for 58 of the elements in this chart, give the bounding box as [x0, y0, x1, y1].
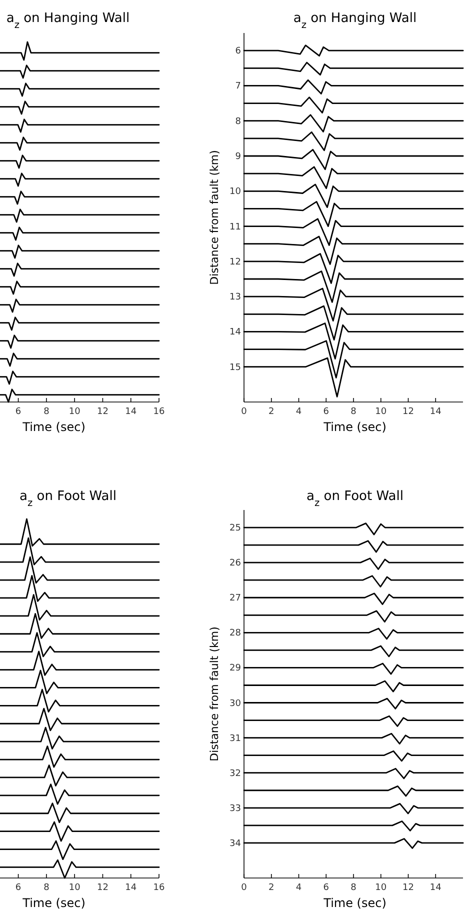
chart-title: a$_{z}$ on Hanging Wall	[293, 11, 417, 30]
x-axis-title: Time (sec)	[22, 896, 86, 910]
x-tick-label: 16	[153, 883, 165, 893]
y-tick-label: 28	[230, 628, 242, 639]
y-axis-title: Distance from fault (km)	[208, 150, 221, 285]
x-tick-label: 6	[15, 883, 22, 893]
y-tick-label: 14	[230, 328, 242, 338]
y-tick-label: 30	[230, 698, 242, 709]
x-tick-label: 6	[323, 407, 330, 417]
x-tick-label: 12	[96, 407, 108, 417]
x-tick-label: 2	[268, 883, 274, 893]
x-tick-label: 14	[430, 407, 442, 417]
x-tick-label: 2	[268, 407, 274, 417]
x-tick-label: 6	[323, 883, 330, 893]
y-tick-label: 25	[230, 524, 241, 534]
y-tick-label: 31	[230, 734, 241, 744]
x-tick-label: 0	[241, 883, 248, 893]
chart-title: a$_{z}$ on Foot Wall	[20, 489, 116, 508]
y-tick-label: 8	[235, 116, 242, 127]
x-tick-label: 8	[350, 407, 357, 417]
x-tick-label: 4	[296, 883, 302, 893]
x-tick-label: 8	[44, 883, 50, 893]
x-tick-label: 10	[375, 407, 387, 417]
x-axis-title: Time (sec)	[22, 420, 86, 434]
y-tick-label: 10	[230, 187, 242, 198]
y-tick-label: 34	[230, 838, 242, 849]
y-tick-label: 6	[235, 46, 242, 57]
y-tick-label: 29	[230, 664, 242, 674]
chart-title: a$_{z}$ on Foot Wall	[306, 489, 404, 508]
x-tick-label: 14	[125, 407, 137, 417]
x-tick-label: 12	[402, 407, 414, 417]
x-tick-label: 4	[296, 407, 302, 417]
y-axis-title: Distance from fault (km)	[208, 626, 221, 762]
y-tick-label: 27	[230, 594, 241, 604]
y-tick-label: 12	[230, 257, 241, 268]
x-tick-label: 12	[402, 883, 414, 893]
y-tick-label: 32	[230, 768, 241, 779]
x-tick-label: 12	[96, 883, 108, 893]
x-tick-label: 8	[350, 883, 357, 893]
y-tick-label: 15	[230, 362, 241, 373]
y-tick-label: 26	[230, 558, 242, 569]
y-tick-label: 33	[230, 804, 241, 814]
x-tick-label: 14	[125, 883, 137, 893]
y-tick-label: 7	[235, 82, 241, 92]
chart-title: a$_{z}$ on Hanging Wall	[6, 11, 130, 30]
x-tick-label: 14	[430, 883, 442, 893]
x-tick-label: 6	[15, 407, 22, 417]
y-tick-label: 11	[230, 222, 241, 232]
x-tick-label: 8	[44, 407, 50, 417]
x-tick-label: 0	[241, 407, 248, 417]
x-tick-label: 16	[153, 407, 165, 417]
y-tick-label: 9	[235, 152, 242, 162]
y-tick-label: 13	[230, 292, 241, 303]
x-tick-label: 10	[375, 883, 387, 893]
x-axis-title: Time (sec)	[322, 896, 386, 910]
x-axis-title: Time (sec)	[322, 420, 386, 434]
x-tick-label: 10	[68, 407, 81, 417]
x-tick-label: 10	[68, 883, 81, 893]
